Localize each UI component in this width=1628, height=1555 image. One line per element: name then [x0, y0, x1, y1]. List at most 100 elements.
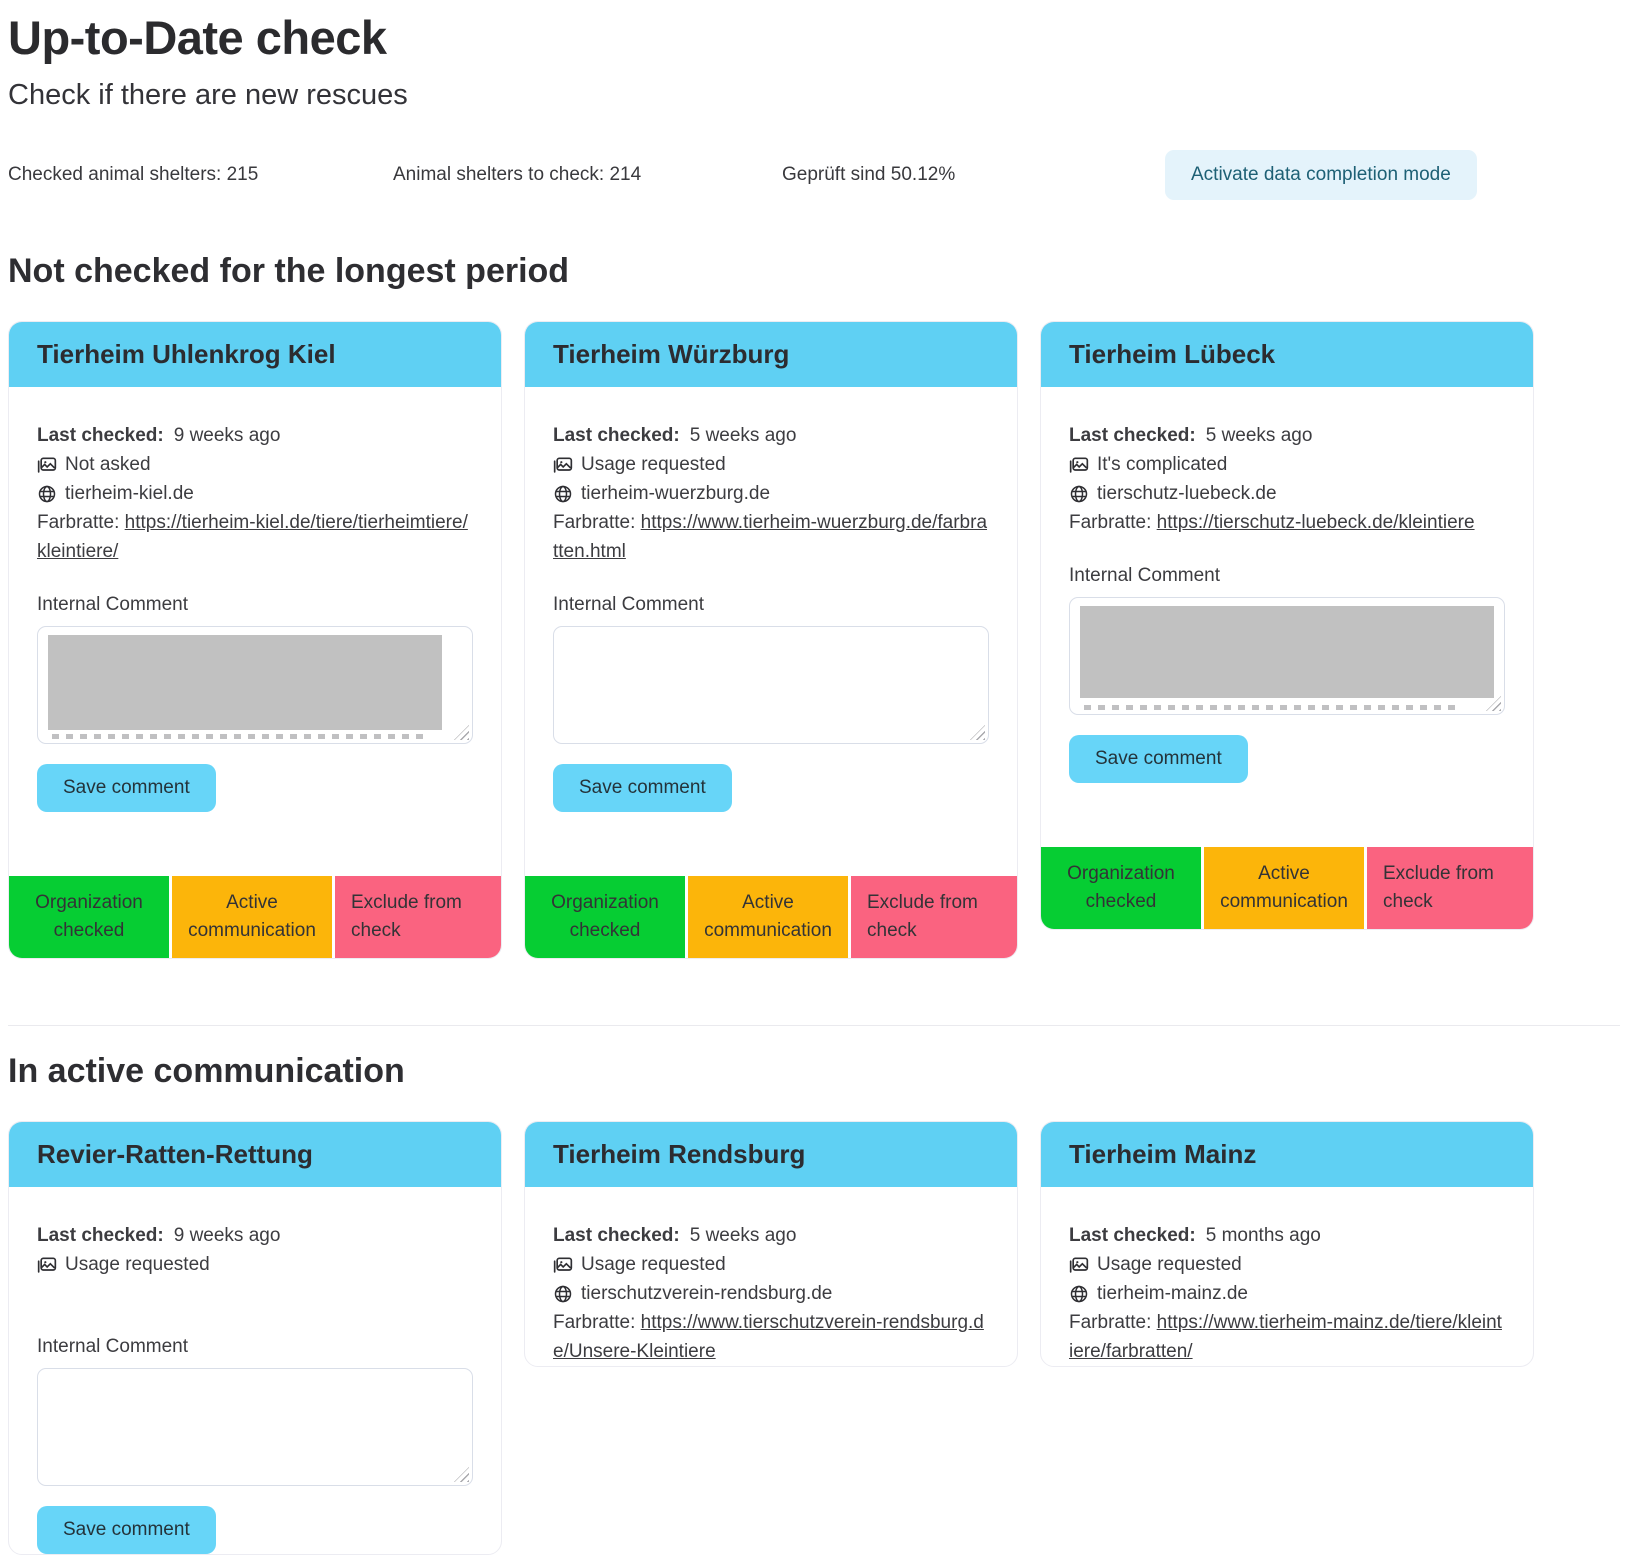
farbratte-link[interactable]: https://www.tierheim-wuerzburg.de/farbra…	[553, 512, 988, 562]
shelter-card-body: Last checked: 5 weeks ago Usage requeste…	[525, 387, 1017, 812]
last-checked-value: 9 weeks ago	[173, 1225, 281, 1246]
textarea-resize-handle[interactable]	[454, 1467, 469, 1482]
redacted-comment-block	[48, 635, 442, 730]
stat-percent-checked: Geprüft sind 50.12%	[782, 164, 956, 185]
last-checked-line: Last checked: 5 weeks ago	[553, 421, 989, 450]
website-text: tierheim-mainz.de	[1097, 1283, 1248, 1304]
image-icon	[37, 455, 57, 475]
shelter-card-title: Tierheim Mainz	[1041, 1122, 1533, 1187]
section-heading-not-checked: Not checked for the longest period	[8, 252, 570, 290]
shelter-card-body: Last checked: 5 weeks ago Usage requeste…	[525, 1187, 1017, 1366]
shelter-card: Tierheim Rendsburg Last checked: 5 weeks…	[524, 1121, 1018, 1367]
image-icon	[553, 1255, 573, 1275]
farbratte-line: Farbratte: https://tierschutz-luebeck.de…	[1069, 508, 1505, 537]
globe-icon	[1069, 1284, 1089, 1304]
active-communication-button[interactable]: Active communication	[688, 876, 848, 958]
usage-status-line: Usage requested	[553, 1250, 989, 1279]
website-text: tierheim-kiel.de	[65, 483, 194, 504]
last-checked-label: Last checked:	[37, 1225, 164, 1246]
shelter-card-footer: Organization checked Active communicatio…	[1041, 847, 1533, 929]
internal-comment-label: Internal Comment	[37, 1336, 189, 1357]
usage-status-line: Usage requested	[1069, 1250, 1505, 1279]
website-text: tierschutzverein-rendsburg.de	[581, 1283, 833, 1304]
website-line: tierheim-mainz.de	[1069, 1279, 1505, 1308]
farbratte-link[interactable]: https://tierheim-kiel.de/tiere/tierheimt…	[37, 512, 468, 562]
redacted-comment-block	[1080, 606, 1494, 698]
website-text: tierheim-wuerzburg.de	[581, 483, 771, 504]
textarea-resize-handle[interactable]	[1486, 696, 1501, 711]
usage-status-line: Usage requested	[37, 1250, 473, 1279]
farbratte-label: Farbratte:	[553, 1312, 636, 1333]
usage-status-line: It's complicated	[1069, 450, 1505, 479]
farbratte-line: Farbratte: https://tierheim-kiel.de/tier…	[37, 508, 473, 566]
shelter-card: Tierheim Mainz Last checked: 5 months ag…	[1040, 1121, 1534, 1367]
website-line: tierheim-wuerzburg.de	[553, 479, 989, 508]
farbratte-label: Farbratte:	[1069, 512, 1152, 533]
internal-comment-textarea[interactable]	[553, 626, 989, 744]
last-checked-label: Last checked:	[553, 425, 680, 446]
last-checked-value: 9 weeks ago	[173, 425, 281, 446]
usage-status-text: Not asked	[65, 454, 151, 475]
shelter-card: Tierheim Würzburg Last checked: 5 weeks …	[524, 321, 1018, 959]
organization-checked-button[interactable]: Organization checked	[1041, 847, 1201, 929]
organization-checked-button[interactable]: Organization checked	[525, 876, 685, 958]
cards-row-active-communication: Revier-Ratten-Rettung Last checked: 9 we…	[8, 1121, 1620, 1555]
farbratte-label: Farbratte:	[553, 512, 636, 533]
exclude-from-check-button[interactable]: Exclude from check	[335, 876, 501, 958]
last-checked-line: Last checked: 9 weeks ago	[37, 1221, 473, 1250]
farbratte-line: Farbratte: https://www.tierschutzverein-…	[553, 1308, 989, 1366]
internal-comment-label: Internal Comment	[37, 594, 189, 615]
farbratte-label: Farbratte:	[37, 512, 120, 533]
last-checked-line: Last checked: 5 weeks ago	[1069, 421, 1505, 450]
shelter-card-body: Last checked: 5 weeks ago It's complicat…	[1041, 387, 1533, 783]
active-communication-button[interactable]: Active communication	[1204, 847, 1364, 929]
shelter-card-title: Revier-Ratten-Rettung	[9, 1122, 501, 1187]
website-line: tierschutzverein-rendsburg.de	[553, 1279, 989, 1308]
shelter-card-body: Last checked: 9 weeks ago Usage requeste…	[9, 1187, 501, 1554]
textarea-resize-handle[interactable]	[970, 725, 985, 740]
image-icon	[1069, 1255, 1089, 1275]
redacted-comment-peek	[52, 734, 428, 739]
save-comment-button[interactable]: Save comment	[37, 764, 216, 812]
exclude-from-check-button[interactable]: Exclude from check	[851, 876, 1017, 958]
save-comment-button[interactable]: Save comment	[37, 1506, 216, 1554]
save-comment-button[interactable]: Save comment	[1069, 735, 1248, 783]
farbratte-link[interactable]: https://tierschutz-luebeck.de/kleintiere	[1156, 512, 1475, 533]
farbratte-line: Farbratte: https://www.tierheim-wuerzbur…	[553, 508, 989, 566]
website-line: tierheim-kiel.de	[37, 479, 473, 508]
organization-checked-button[interactable]: Organization checked	[9, 876, 169, 958]
image-icon	[553, 455, 573, 475]
usage-status-text: Usage requested	[581, 1254, 726, 1275]
page-title: Up-to-Date check	[8, 11, 387, 64]
internal-comment-textarea[interactable]	[1069, 597, 1505, 715]
shelter-card: Revier-Ratten-Rettung Last checked: 9 we…	[8, 1121, 502, 1555]
textarea-resize-handle[interactable]	[454, 725, 469, 740]
section-divider	[8, 1025, 1620, 1026]
cards-row-not-checked: Tierheim Uhlenkrog Kiel Last checked: 9 …	[8, 321, 1620, 959]
farbratte-line: Farbratte: https://www.tierheim-mainz.de…	[1069, 1308, 1505, 1366]
internal-comment-textarea[interactable]	[37, 1368, 473, 1486]
shelter-card-footer: Organization checked Active communicatio…	[9, 876, 501, 958]
shelter-card-body: Last checked: 9 weeks ago Not asked tier…	[9, 387, 501, 812]
internal-comment-textarea[interactable]	[37, 626, 473, 744]
exclude-from-check-button[interactable]: Exclude from check	[1367, 847, 1533, 929]
last-checked-value: 5 months ago	[1205, 1225, 1321, 1246]
internal-comment-label: Internal Comment	[553, 594, 705, 615]
last-checked-label: Last checked:	[1069, 425, 1196, 446]
activate-data-completion-button[interactable]: Activate data completion mode	[1165, 150, 1477, 200]
redacted-comment-peek	[1084, 705, 1460, 710]
farbratte-label: Farbratte:	[1069, 1312, 1152, 1333]
shelter-card: Tierheim Uhlenkrog Kiel Last checked: 9 …	[8, 321, 502, 959]
last-checked-label: Last checked:	[1069, 1225, 1196, 1246]
shelter-card-title: Tierheim Rendsburg	[525, 1122, 1017, 1187]
save-comment-button[interactable]: Save comment	[553, 764, 732, 812]
shelter-card-footer: Organization checked Active communicatio…	[525, 876, 1017, 958]
website-line: tierschutz-luebeck.de	[1069, 479, 1505, 508]
last-checked-line: Last checked: 5 months ago	[1069, 1221, 1505, 1250]
active-communication-button[interactable]: Active communication	[172, 876, 332, 958]
website-text: tierschutz-luebeck.de	[1097, 483, 1277, 504]
shelter-card-body: Last checked: 5 months ago Usage request…	[1041, 1187, 1533, 1366]
globe-icon	[37, 484, 57, 504]
last-checked-value: 5 weeks ago	[689, 1225, 797, 1246]
